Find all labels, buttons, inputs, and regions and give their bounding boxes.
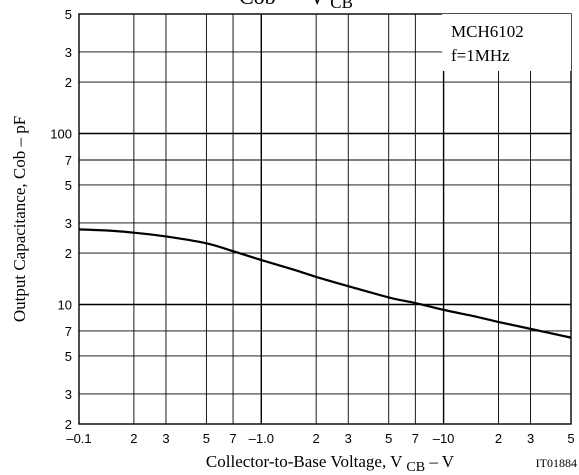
series-line	[78, 228, 572, 339]
y-tick-label: 5	[65, 178, 72, 193]
x-axis-label: Collector-to-Base Voltage, V CB – V	[206, 452, 455, 475]
x-tick-label: 7	[229, 431, 236, 446]
x-tick-label: 5	[203, 431, 210, 446]
chart-title-v: V	[309, 0, 325, 9]
chart-title: Cob – V CB	[239, 0, 353, 12]
annotation-line-1: MCH6102	[451, 22, 524, 41]
x-tick-label: 3	[162, 431, 169, 446]
y-tick-label: 5	[65, 349, 72, 364]
x-tick-label: 2	[130, 431, 137, 446]
x-tick-label: 7	[412, 431, 419, 446]
x-tick-label: 3	[527, 431, 534, 446]
x-tick-label: 2	[495, 431, 502, 446]
plot-frame	[78, 13, 572, 425]
annotation-box	[442, 14, 571, 71]
x-tick-label: –10	[433, 431, 455, 446]
x-tick-label: 5	[385, 431, 392, 446]
grid	[79, 14, 571, 424]
x-tick-label: 5	[567, 431, 574, 446]
y-tick-label: 5	[65, 7, 72, 22]
y-tick-label: 2	[65, 417, 72, 432]
x-axis-label-unit: – V	[428, 452, 454, 471]
y-tick-label: 7	[65, 153, 72, 168]
y-tick-labels: 2 3 5 7 10 2 3 5 7 100 2 3 5	[50, 7, 72, 432]
chart-title-dash: –	[286, 0, 299, 9]
chart-title-cob: Cob	[239, 0, 276, 9]
figure-id: IT01884	[536, 456, 577, 470]
y-tick-label: 10	[58, 297, 72, 312]
y-tick-label: 3	[65, 216, 72, 231]
x-tick-label: –1.0	[249, 431, 274, 446]
x-tick-label: 2	[313, 431, 320, 446]
x-axis-label-sub: CB	[406, 460, 425, 475]
y-tick-label: 3	[65, 387, 72, 402]
y-tick-label: 2	[65, 75, 72, 90]
y-axis-label: Output Capacitance, Cob – pF	[10, 116, 29, 322]
y-tick-label: 3	[65, 45, 72, 60]
x-tick-label: 3	[345, 431, 352, 446]
y-tick-label: 7	[65, 324, 72, 339]
y-tick-label: 100	[50, 127, 72, 142]
x-tick-label: –0.1	[66, 431, 91, 446]
chart-title-sub: CB	[330, 0, 353, 12]
y-tick-label: 2	[65, 246, 72, 261]
x-axis-label-main: Collector-to-Base Voltage, V	[206, 452, 403, 471]
annotation-line-2: f=1MHz	[451, 46, 510, 65]
x-tick-labels: –0.1 2 3 5 7 –1.0 2 3 5 7 –10 2 3 5	[66, 431, 574, 446]
